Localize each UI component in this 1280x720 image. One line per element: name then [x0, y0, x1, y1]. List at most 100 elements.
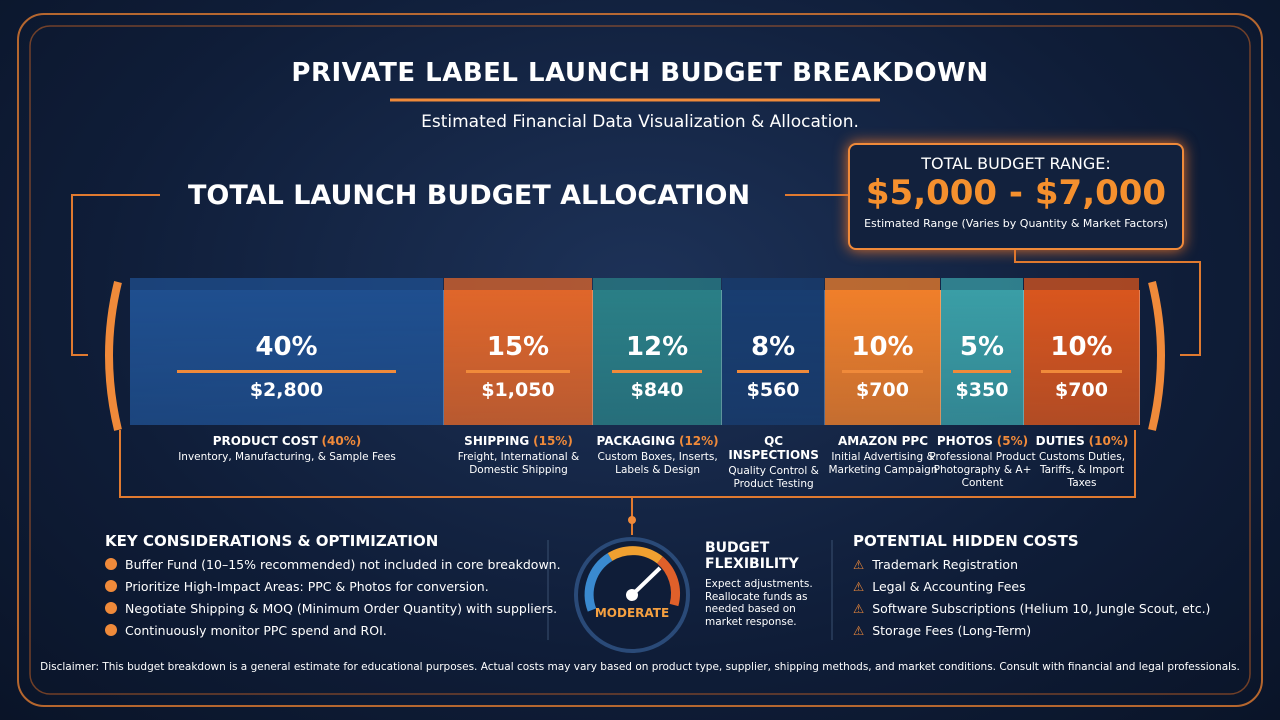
budget-range-label: TOTAL BUDGET RANGE:: [921, 154, 1111, 173]
considerations: KEY CONSIDERATIONS & OPTIMIZATION Buffer…: [105, 532, 561, 642]
check-icon: [105, 580, 117, 592]
check-icon: [105, 558, 117, 570]
item-text: Storage Fees (Long-Term): [872, 623, 1032, 638]
bar-segment: 12% $840: [593, 278, 723, 425]
allocation-title: TOTAL LAUNCH BUDGET ALLOCATION: [188, 180, 751, 211]
segment-name: PRODUCT COST: [212, 434, 318, 448]
segment-name-line: PRODUCT COST (40%): [130, 434, 444, 448]
segment-description: Custom Boxes, Inserts, Labels & Design: [597, 451, 718, 476]
segment-share: 5%: [959, 332, 1005, 362]
list-item: Prioritize High-Impact Areas: PPC & Phot…: [105, 576, 561, 598]
subtitle: Estimated Financial Data Visualization &…: [421, 112, 859, 132]
segment-amount: $700: [1055, 379, 1108, 401]
flexibility: BUDGET FLEXIBILITY Expect adjustments. R…: [705, 540, 825, 628]
bar-segment: 5% $350: [941, 278, 1024, 425]
segment-name-line: SHIPPING (15%): [444, 434, 593, 448]
segment-name-line: AMAZON PPC: [825, 434, 941, 448]
segment-share: 15%: [486, 332, 550, 362]
segment-name-line: DUTIES (10%): [1024, 434, 1140, 448]
segment-share: 10%: [1050, 332, 1113, 362]
item-text: Trademark Registration: [872, 557, 1019, 572]
segment-name: PHOTOS: [936, 434, 993, 448]
segment-share: 12%: [625, 332, 689, 362]
segment-description: Initial Advertising & Marketing Campaign: [828, 451, 938, 476]
segment-amount: $1,050: [481, 379, 555, 401]
segment-share: 10%: [851, 332, 914, 362]
segment-underline: [612, 370, 702, 373]
segment-description: Customs Duties, Tariffs, & Import Taxes: [1038, 451, 1126, 489]
segment-top: [825, 278, 940, 290]
list-item: ⚠ Storage Fees (Long-Term): [853, 620, 1210, 642]
segment-share: 40%: [255, 332, 318, 362]
list-item: ⚠ Legal & Accounting Fees: [853, 576, 1210, 598]
bar-segment: 10% $700: [1024, 278, 1140, 425]
segment-top: [1024, 278, 1139, 290]
list-item: ⚠ Trademark Registration: [853, 554, 1210, 576]
gauge-label: MODERATE: [594, 606, 670, 620]
segment-underline: [466, 370, 570, 373]
segment-share: 8%: [751, 332, 796, 362]
bar-segment: 10% $700: [825, 278, 941, 425]
title: PRIVATE LABEL LAUNCH BUDGET BREAKDOWN: [291, 58, 989, 88]
segment-label: PHOTOS (5%) Professional Product Photogra…: [927, 434, 1039, 490]
segment-amount: $350: [955, 379, 1009, 401]
list-item: Negotiate Shipping & MOQ (Minimum Order …: [105, 598, 561, 620]
segment-top: [722, 278, 824, 290]
segment-name: AMAZON PPC: [837, 434, 929, 448]
budget-range: $5,000 - $7,000: [865, 173, 1167, 213]
segment-underline: [737, 370, 809, 373]
segment-label: AMAZON PPC Initial Advertising & Marketin…: [825, 434, 941, 477]
segment-label: PACKAGING (12%) Custom Boxes, Inserts, La…: [593, 434, 722, 477]
warning-icon: ⚠: [853, 579, 865, 594]
segment-description: Inventory, Manufacturing, & Sample Fees: [178, 451, 396, 463]
segment-name-line: PACKAGING (12%): [593, 434, 722, 448]
segment-name: PACKAGING: [596, 434, 676, 448]
bar-segment: 8% $560: [722, 278, 825, 425]
item-text: Prioritize High-Impact Areas: PPC & Phot…: [125, 579, 489, 594]
segment-amount: $700: [856, 379, 909, 401]
segment-label: PRODUCT COST (40%) Inventory, Manufacturi…: [130, 434, 444, 464]
warning-icon: ⚠: [853, 623, 865, 638]
warning-icon: ⚠: [853, 601, 865, 616]
segment-name-share: (10%): [1088, 434, 1129, 448]
segment-name: QC INSPECTIONS: [728, 434, 819, 462]
list-item: ⚠ Software Subscriptions (Helium 10, Jung…: [853, 598, 1210, 620]
bar-segment: 40% $2,800: [130, 278, 444, 425]
list: ⚠ Trademark Registration ⚠ Legal & Accounti…: [853, 554, 1210, 642]
segment-underline: [1041, 370, 1122, 373]
segment-name-share: (12%): [678, 434, 719, 448]
segment-label: SHIPPING (15%) Freight, International & D…: [444, 434, 593, 477]
budget-range-note: Estimated Range (Varies by Quantity & Ma…: [864, 217, 1168, 230]
hidden-costs: POTENTIAL HIDDEN COSTS ⚠ Trademark Regist…: [853, 532, 1210, 642]
segment-name-share: (15%): [533, 434, 573, 448]
bar-segment: 15% $1,050: [444, 278, 593, 425]
segment-description: Quality Control & Product Testing: [728, 465, 819, 490]
item-text: Legal & Accounting Fees: [872, 579, 1026, 594]
segment-name-line: PHOTOS (5%): [927, 434, 1039, 448]
warning-icon: ⚠: [853, 557, 865, 572]
budget-range-box: TOTAL BUDGET RANGE: $5,000 - $7,000 Esti…: [848, 143, 1184, 250]
section-title: KEY CONSIDERATIONS & OPTIMIZATION: [105, 532, 439, 550]
check-icon: [105, 602, 117, 614]
segment-underline: [953, 370, 1011, 373]
list-item: Continuously monitor PPC spend and ROI.: [105, 620, 561, 642]
segment-description: Freight, International & Domestic Shippi…: [457, 451, 580, 476]
check-icon: [105, 624, 117, 636]
item-text: Continuously monitor PPC spend and ROI.: [125, 623, 387, 638]
segment-amount: $2,800: [249, 379, 324, 401]
segment-underline: [842, 370, 923, 373]
gauge: [574, 537, 690, 653]
segment-name-share: (5%): [996, 434, 1029, 448]
segment-name-line: QC INSPECTIONS: [718, 434, 830, 462]
section-title: BUDGET FLEXIBILITY: [705, 540, 799, 572]
item-text: Buffer Fund (10–15% recommended) not inc…: [125, 557, 561, 572]
segment-underline: [176, 370, 397, 373]
list: Buffer Fund (10–15% recommended) not inc…: [105, 554, 561, 642]
segment-amount: $560: [746, 379, 800, 401]
segment-top: [444, 278, 592, 290]
segment-name: DUTIES: [1035, 434, 1085, 448]
segment-label: QC INSPECTIONS Quality Control & Product …: [718, 434, 830, 491]
segment-top: [941, 278, 1023, 290]
